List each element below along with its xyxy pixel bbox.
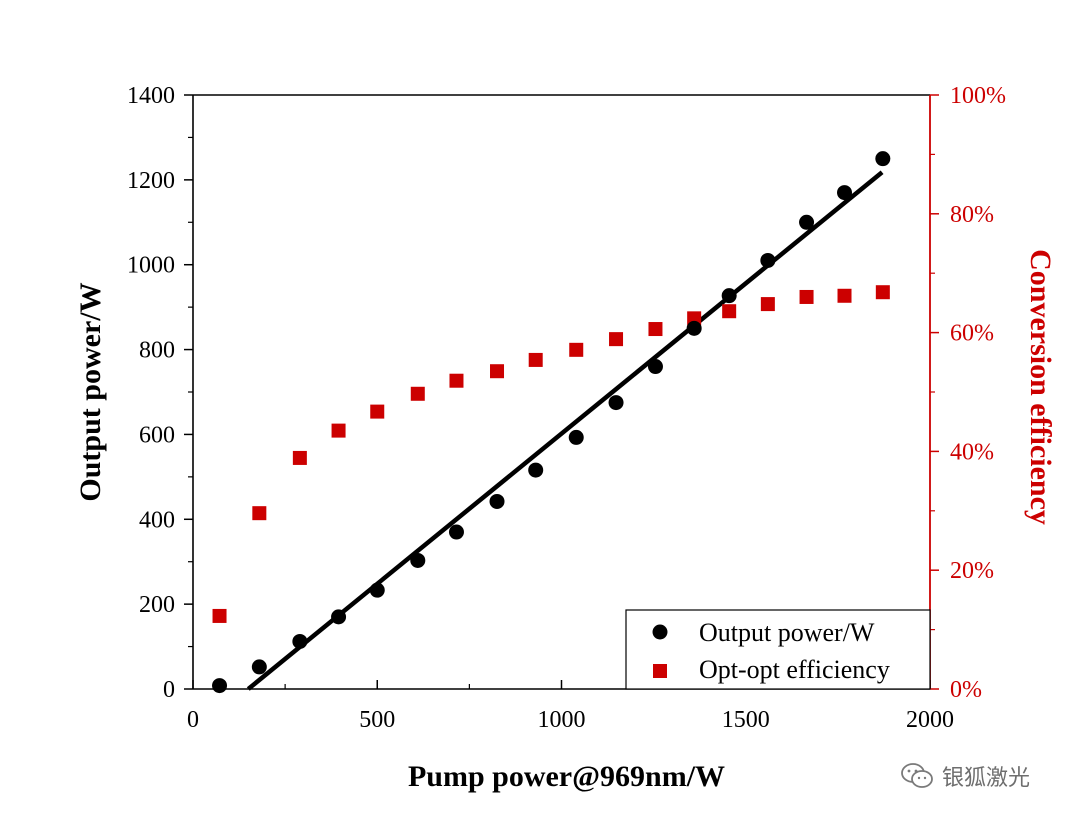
output-power-point	[686, 320, 702, 336]
efficiency-point	[609, 332, 624, 347]
legend-label-output: Output power/W	[699, 618, 875, 647]
efficiency-point	[722, 304, 737, 319]
output-power-point	[448, 524, 464, 540]
output-power-point	[721, 288, 737, 304]
efficiency-point	[490, 364, 505, 379]
efficiency-point	[292, 450, 307, 465]
efficiency-point	[875, 285, 890, 300]
watermark: 银狐激光	[900, 760, 1030, 792]
x-tick-label: 1000	[538, 707, 586, 733]
output-power-point	[292, 633, 308, 649]
y-tick-label: 1400	[127, 83, 175, 109]
output-power-point	[369, 582, 385, 598]
legend-marker-output	[652, 624, 668, 640]
y-tick-label: 600	[139, 422, 175, 448]
output-power-point	[251, 659, 267, 675]
output-power-point	[528, 462, 544, 478]
x-tick-label: 0	[187, 707, 199, 733]
output-power-point	[331, 609, 347, 625]
efficiency-point	[331, 423, 346, 438]
y-tick-label: 400	[139, 507, 175, 533]
watermark-text: 银狐激光	[942, 766, 1031, 791]
x-axis-title: Pump power@969nm/W	[408, 760, 725, 793]
wechat-icon	[901, 763, 933, 788]
output-power-point	[875, 151, 891, 167]
efficiency-point	[837, 288, 852, 303]
efficiency-point	[799, 289, 814, 304]
efficiency-point	[212, 608, 227, 623]
y-tick-label: 1000	[127, 253, 175, 279]
output-power-point	[799, 214, 815, 230]
efficiency-point	[252, 506, 267, 521]
y2-tick-label: 60%	[950, 321, 994, 347]
y-tick-label: 200	[139, 592, 175, 618]
legend-marker-efficiency	[653, 664, 667, 678]
output-power-point	[608, 395, 624, 411]
y2-tick-label: 40%	[950, 439, 994, 465]
legend-box	[625, 609, 931, 690]
output-power-point	[760, 252, 776, 268]
legend-label-efficiency: Opt-opt efficiency	[699, 655, 890, 684]
y-tick-label: 0	[163, 677, 175, 703]
x-tick-label: 1500	[722, 707, 770, 733]
y2-tick-label: 80%	[950, 202, 994, 228]
y-tick-label: 800	[139, 338, 175, 364]
y-tick-label: 1200	[127, 168, 175, 194]
y2-tick-label: 100%	[950, 83, 1006, 109]
output-power-point	[647, 359, 663, 375]
efficiency-point	[528, 352, 543, 367]
efficiency-point	[648, 322, 663, 337]
y2-tick-label: 20%	[950, 558, 994, 584]
efficiency-point	[569, 342, 584, 357]
output-power-point	[568, 429, 584, 445]
y-axis-title: Output power/W	[74, 282, 107, 501]
efficiency-point	[370, 404, 385, 419]
output-power-point	[489, 493, 505, 509]
x-tick-label: 500	[359, 707, 395, 733]
efficiency-point	[449, 373, 464, 388]
y2-tick-label: 0%	[950, 677, 982, 703]
efficiency-point	[410, 386, 425, 401]
y2-axis-title: Conversion efficiency	[1024, 249, 1057, 525]
efficiency-point	[760, 297, 775, 312]
x-tick-label: 2000	[906, 707, 954, 733]
linear-fit-line	[246, 170, 884, 691]
output-power-point	[212, 678, 228, 694]
output-power-point	[837, 185, 853, 201]
output-power-point	[410, 552, 426, 568]
